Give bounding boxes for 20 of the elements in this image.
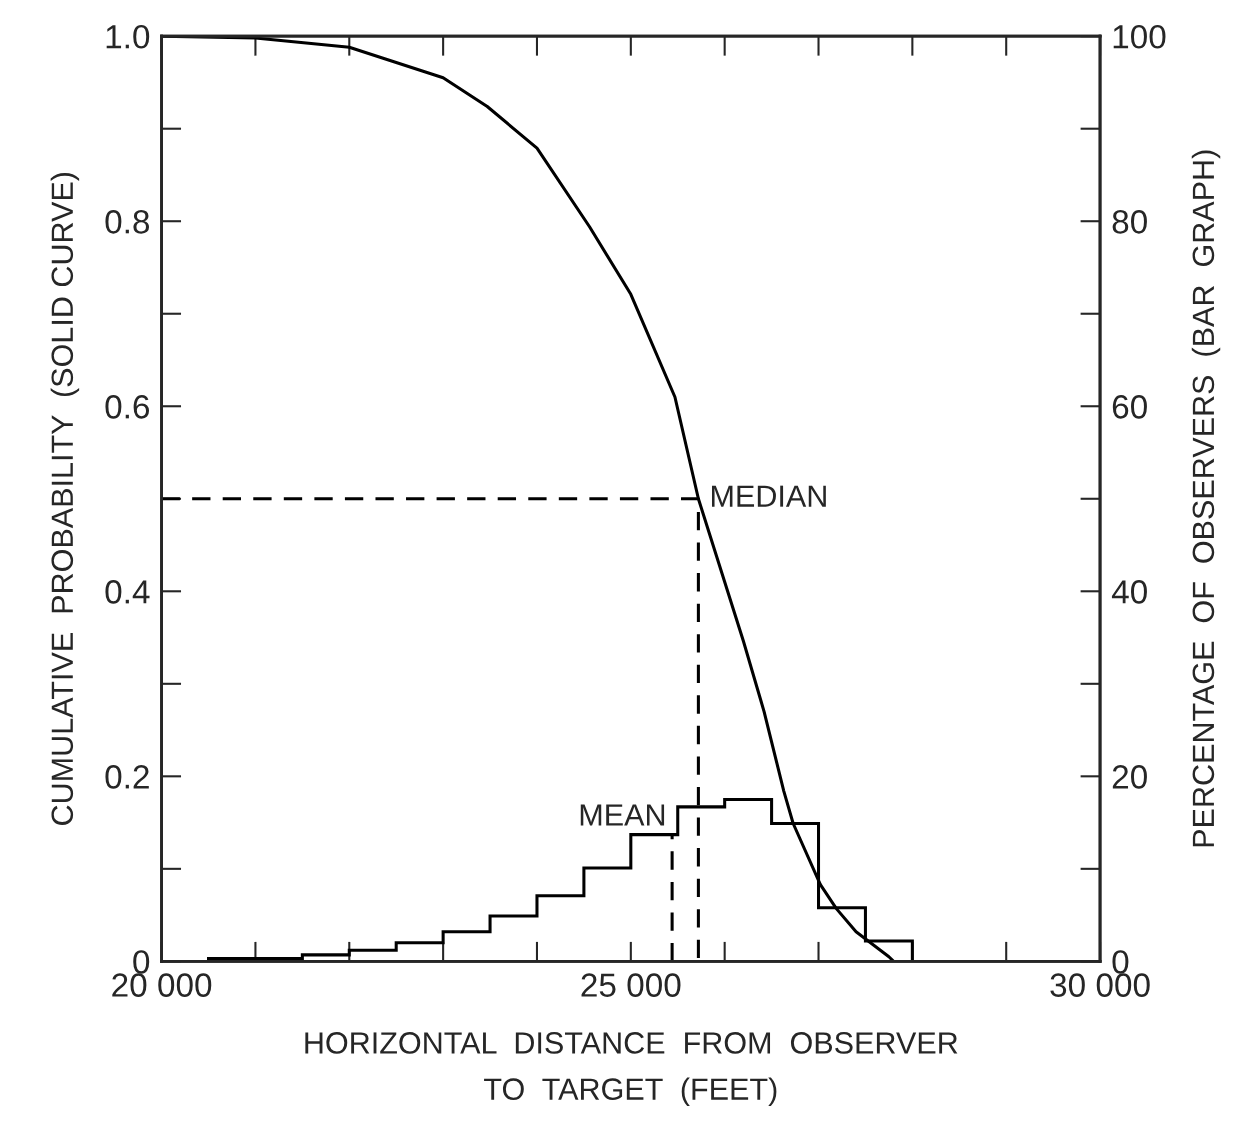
- x-tick-label: 30 000: [1050, 973, 1150, 997]
- y2-tick-label: 100: [1113, 24, 1166, 49]
- y2-tick-label: 0: [1112, 950, 1129, 974]
- annotation: MEAN: [580, 804, 665, 826]
- x-tick-label: 20 000: [112, 973, 212, 997]
- y2-tick-label: 80: [1112, 210, 1147, 234]
- y2-tick-label: 40: [1111, 580, 1147, 604]
- x-tick-label: 25 000: [581, 973, 681, 997]
- y-tick-label: 0.2: [105, 765, 149, 789]
- y-tick-label: 0: [133, 950, 150, 974]
- y2-tick-label: 60: [1112, 395, 1147, 419]
- y-tick-label: 0.8: [105, 210, 150, 234]
- y2-axis-title: PERCENTAGE OF OBSERVERS (BAR GRAPH): [1191, 150, 1221, 847]
- y-tick-label: 1.0: [106, 24, 150, 49]
- y-tick-label: 0.6: [105, 395, 150, 419]
- y-tick-label: 0.4: [105, 580, 150, 604]
- y2-tick-label: 20: [1112, 765, 1147, 789]
- y-axis-title: CUMULATIVE PROBABILITY (SOLID CURVE): [50, 172, 80, 825]
- x-axis-title: HORIZONTAL DISTANCE FROM OBSERVER TO TARGET (FEET): [305, 1032, 958, 1106]
- annotation: MEDIAN: [712, 485, 826, 507]
